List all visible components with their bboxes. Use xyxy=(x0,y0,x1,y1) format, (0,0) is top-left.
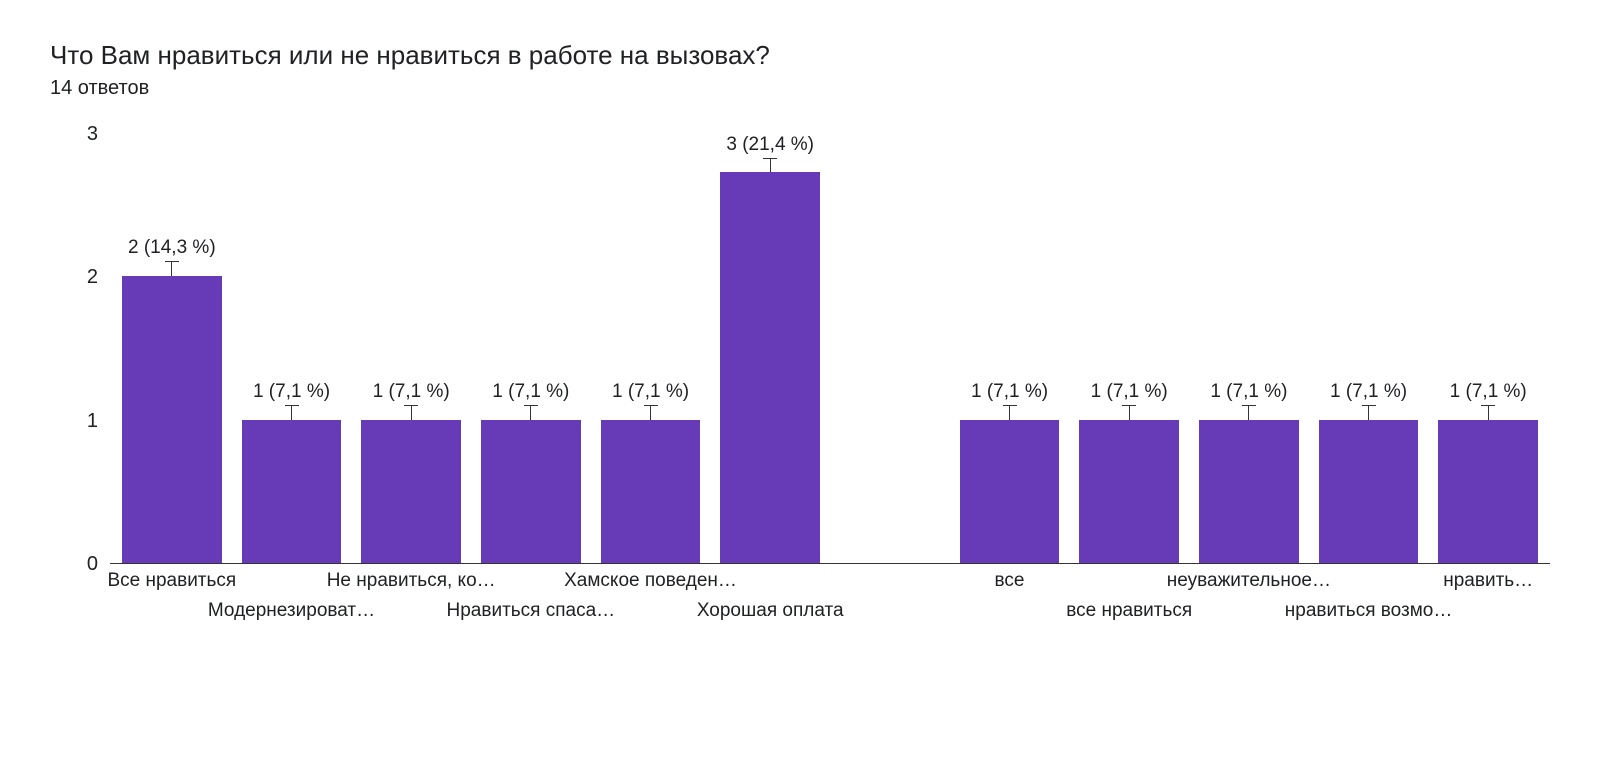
bar-slot xyxy=(832,134,948,563)
x-axis-labels: Все нравиться Не нравиться, ко… Хамское по… xyxy=(110,564,1550,642)
x-cell: все нравиться xyxy=(1071,598,1187,632)
x-cell xyxy=(1430,598,1546,632)
bar xyxy=(960,420,1059,563)
bar-value-label: 1 (7,1 %) xyxy=(1450,381,1527,403)
bar-chart: 0123 2 (14,3 %)1 (7,1 %)1 (7,1 %)1 (7,1 … xyxy=(50,134,1550,694)
bar-value-label: 1 (7,1 %) xyxy=(253,381,330,403)
x-cell: Модернезироват… xyxy=(234,598,350,632)
y-tick: 3 xyxy=(87,124,98,144)
bar-value-label: 1 (7,1 %) xyxy=(492,381,569,403)
bar-value-label: 1 (7,1 %) xyxy=(612,381,689,403)
plot-area: 2 (14,3 %) 1 (7,1 %) 1 (7,1 %) 1 (7,1 %) 1 (… xyxy=(110,134,1550,564)
bar-whisker xyxy=(1488,406,1489,420)
x-tick-label: Не нравиться, ко… xyxy=(327,570,496,592)
x-cell xyxy=(1311,564,1427,598)
bar-whisker xyxy=(770,159,771,172)
bar xyxy=(1438,420,1537,563)
bar-slot: 1 (7,1 %) xyxy=(234,134,350,563)
bar-whisker xyxy=(411,406,412,420)
x-tick-label: все нравиться xyxy=(1066,600,1192,622)
x-cell: Хамское поведен… xyxy=(593,564,709,598)
x-tick-label: Модернезироват… xyxy=(208,600,375,622)
x-tick-label: Нравиться спаса… xyxy=(447,600,616,622)
y-axis: 0123 xyxy=(50,134,110,564)
bar-slot: 1 (7,1 %) xyxy=(593,134,709,563)
x-cell: неуважительное… xyxy=(1191,564,1307,598)
x-cell xyxy=(952,598,1068,632)
bar xyxy=(1199,420,1298,563)
bar-slot: 1 (7,1 %) xyxy=(473,134,589,563)
bar-slot: 3 (21,4 %) xyxy=(712,134,828,563)
bar-value-label: 1 (7,1 %) xyxy=(1330,381,1407,403)
x-cell xyxy=(712,564,828,598)
bar-whisker xyxy=(530,406,531,420)
bar-slot: 2 (14,3 %) xyxy=(114,134,230,563)
bar xyxy=(122,276,221,563)
x-tick-label: нравить… xyxy=(1443,570,1533,592)
bar-whisker xyxy=(1009,406,1010,420)
bar-slot: 1 (7,1 %) xyxy=(1191,134,1307,563)
x-cell: все xyxy=(952,564,1068,598)
x-cell: Все нравиться xyxy=(114,564,230,598)
x-tick-label: все xyxy=(995,570,1025,592)
bar-value-label: 1 (7,1 %) xyxy=(373,381,450,403)
bar-value-label: 2 (14,3 %) xyxy=(128,237,216,259)
y-tick: 2 xyxy=(87,267,98,287)
bar-slot: 1 (7,1 %) xyxy=(1071,134,1187,563)
bar-value-label: 1 (7,1 %) xyxy=(971,381,1048,403)
bar-whisker xyxy=(291,406,292,420)
x-cell: Не нравиться, ко… xyxy=(353,564,469,598)
bar-value-label: 1 (7,1 %) xyxy=(1091,381,1168,403)
x-tick-label: нравиться возмо… xyxy=(1285,600,1453,622)
bar-slot: 1 (7,1 %) xyxy=(353,134,469,563)
x-tick-label: Все нравиться xyxy=(107,570,236,592)
x-cell xyxy=(593,598,709,632)
bar-slot: 1 (7,1 %) xyxy=(1430,134,1546,563)
bar xyxy=(361,420,460,563)
bar-whisker xyxy=(1248,406,1249,420)
bar xyxy=(720,172,819,563)
bar-whisker xyxy=(650,406,651,420)
bar xyxy=(242,420,341,563)
bar xyxy=(1079,420,1178,563)
x-cell: нравить… xyxy=(1430,564,1546,598)
bar-value-label: 3 (21,4 %) xyxy=(726,134,814,156)
chart-title: Что Вам нравиться или не нравиться в раб… xyxy=(50,40,1550,71)
bar-value-label: 1 (7,1 %) xyxy=(1210,381,1287,403)
bar xyxy=(481,420,580,563)
x-cell: Хорошая оплата xyxy=(712,598,828,632)
x-tick-label: неуважительное… xyxy=(1167,570,1331,592)
bars-container: 2 (14,3 %) 1 (7,1 %) 1 (7,1 %) 1 (7,1 %) 1 (… xyxy=(110,134,1550,563)
chart-subtitle: 14 ответов xyxy=(50,77,1550,100)
y-tick: 0 xyxy=(87,554,98,574)
bar xyxy=(1319,420,1418,563)
bar-whisker xyxy=(1368,406,1369,420)
bar-whisker xyxy=(171,262,172,276)
x-cell xyxy=(832,564,948,598)
bar-slot: 1 (7,1 %) xyxy=(952,134,1068,563)
bar-slot: 1 (7,1 %) xyxy=(1311,134,1427,563)
bar xyxy=(601,420,700,563)
x-cell: Нравиться спаса… xyxy=(473,598,589,632)
x-tick-label: Хорошая оплата xyxy=(697,600,844,622)
x-tick-label: Хамское поведен… xyxy=(564,570,737,592)
y-tick: 1 xyxy=(87,411,98,431)
x-cell: нравиться возмо… xyxy=(1311,598,1427,632)
x-cell xyxy=(832,598,948,632)
bar-whisker xyxy=(1129,406,1130,420)
